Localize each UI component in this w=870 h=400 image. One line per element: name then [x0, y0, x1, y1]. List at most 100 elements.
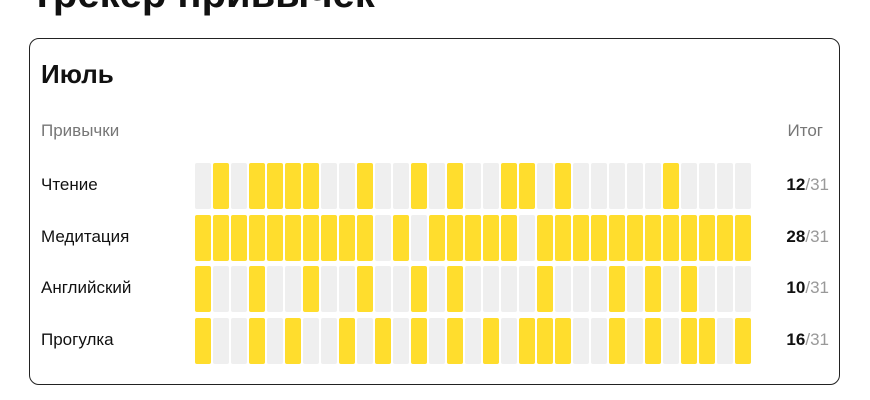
day-cell [285, 266, 301, 312]
day-cell [663, 214, 679, 261]
day-cell [735, 214, 751, 261]
day-cell [249, 163, 265, 209]
day-cell [717, 266, 733, 312]
day-cell [627, 317, 643, 364]
habit-name: Медитация [41, 226, 130, 246]
day-cell [429, 266, 445, 312]
day-cell [303, 214, 319, 261]
total-separator: / [805, 329, 811, 349]
day-cell [735, 317, 751, 364]
day-cell [357, 317, 373, 364]
day-cell [591, 214, 607, 261]
day-cell [501, 266, 517, 312]
day-cell [285, 317, 301, 364]
day-cell [213, 317, 229, 364]
day-cell [303, 266, 319, 312]
day-cell [339, 214, 355, 261]
day-cell [357, 163, 373, 209]
day-cell [393, 317, 409, 364]
day-cell [195, 317, 211, 364]
day-cell [267, 266, 283, 312]
day-cell [465, 266, 481, 312]
day-cell [411, 317, 427, 364]
day-cell [645, 214, 661, 261]
day-cell [681, 214, 697, 261]
page-title: Трекер привычек [30, 0, 375, 14]
day-cell [375, 214, 391, 261]
day-cell [249, 317, 265, 364]
day-cell [555, 163, 571, 209]
day-cell [573, 214, 589, 261]
day-cell [249, 266, 265, 312]
day-cell [447, 163, 463, 209]
day-cell [537, 163, 553, 209]
day-cell [303, 317, 319, 364]
day-cell [627, 214, 643, 261]
day-cell [501, 163, 517, 209]
total-days: 31 [810, 329, 829, 349]
day-cell [519, 266, 535, 312]
total-separator: / [805, 226, 811, 246]
day-cell [411, 214, 427, 261]
day-cell [465, 317, 481, 364]
day-cell [483, 214, 499, 261]
day-cell [645, 317, 661, 364]
day-cell [483, 317, 499, 364]
day-cells [195, 163, 753, 209]
day-cell [591, 317, 607, 364]
day-cell [321, 317, 337, 364]
day-cell [519, 163, 535, 209]
day-cell [195, 214, 211, 261]
day-cell [537, 317, 553, 364]
day-cell [267, 163, 283, 209]
day-cell [537, 214, 553, 261]
day-cell [465, 163, 481, 209]
day-cell [447, 266, 463, 312]
day-cell [411, 266, 427, 312]
habit-name: Английский [41, 278, 132, 297]
day-cell [267, 317, 283, 364]
day-cell [285, 163, 301, 209]
day-cells [195, 317, 753, 364]
day-cell [375, 317, 391, 364]
day-cell [393, 163, 409, 209]
day-cell [321, 163, 337, 209]
day-cell [699, 266, 715, 312]
day-cell [663, 266, 679, 312]
day-cell [321, 214, 337, 261]
day-cell [591, 266, 607, 312]
day-cell [501, 317, 517, 364]
day-cell [231, 317, 247, 364]
day-cell [519, 214, 535, 261]
column-label: Итог [787, 121, 823, 140]
month-title: Июль [41, 59, 114, 89]
day-cell [699, 163, 715, 209]
day-cell [339, 266, 355, 312]
day-cell [303, 163, 319, 209]
day-cell [717, 214, 733, 261]
total-count: 12 [786, 175, 806, 194]
day-cell [447, 214, 463, 261]
total-count: 10 [786, 278, 806, 297]
day-cell [321, 266, 337, 312]
day-cell [681, 317, 697, 364]
day-cell [447, 317, 463, 364]
day-cell [339, 317, 355, 364]
habit-total: 28/31 [786, 227, 829, 247]
day-cell [375, 163, 391, 209]
day-cell [231, 163, 247, 209]
day-cell [663, 163, 679, 209]
total-days: 31 [810, 226, 829, 246]
habit-row: Прогулка 16/31 [30, 317, 839, 364]
day-cell [609, 163, 625, 209]
day-cell [195, 163, 211, 209]
day-cell [591, 163, 607, 209]
day-cell [699, 317, 715, 364]
day-cell [645, 163, 661, 209]
total-separator: / [805, 278, 811, 297]
habit-name: Прогулка [41, 329, 114, 349]
day-cell [573, 266, 589, 312]
total-count: 16 [786, 329, 806, 349]
day-cell [555, 214, 571, 261]
